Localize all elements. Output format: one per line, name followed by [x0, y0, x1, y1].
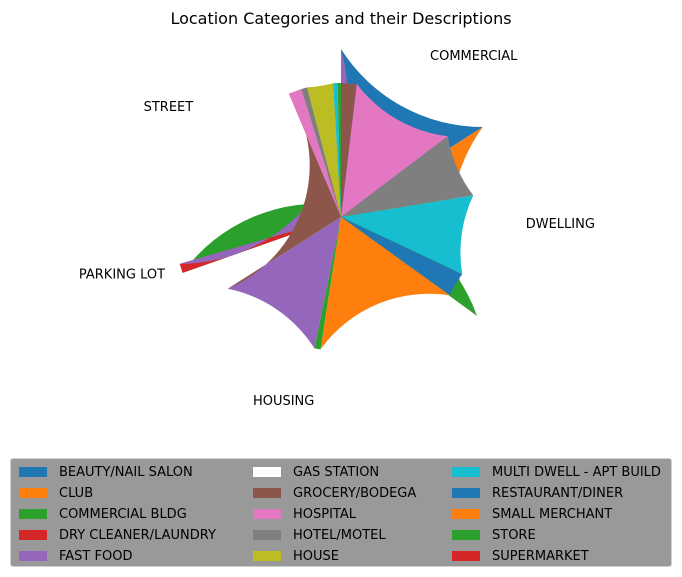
- inner-slice-0: [341, 83, 357, 217]
- legend-label: FAST FOOD: [59, 548, 133, 564]
- legend-item: MULTI DWELL - APT BUILD: [452, 463, 661, 481]
- legend-item: COMMERCIAL BLDG: [19, 505, 187, 523]
- legend-swatch: [452, 509, 480, 519]
- inner-slice-10: [301, 87, 341, 217]
- legend-label: HOUSE: [293, 548, 339, 564]
- legend-label: MULTI DWELL - APT BUILD: [492, 464, 661, 480]
- legend-label: SUPERMARKET: [492, 548, 589, 564]
- legend-swatch: [253, 530, 281, 540]
- legend-item: FAST FOOD: [19, 547, 132, 565]
- chart-title: Location Categories and their Descriptio…: [170, 9, 511, 28]
- legend-label: BEAUTY/NAIL SALON: [59, 464, 193, 480]
- inner-ring: [227, 83, 474, 350]
- legend-item: HOSPITAL: [253, 505, 356, 523]
- inner-slice-2: [341, 136, 474, 217]
- outer-label-3: PARKING LOT: [79, 268, 165, 283]
- inner-slice-6: [314, 217, 341, 350]
- outer-labels: COMMERCIAL DWELLING HOUSING PARKING LOT STRE…: [79, 49, 595, 409]
- legend-swatch: [253, 509, 281, 519]
- legend-label: COMMERCIAL BLDG: [59, 506, 187, 522]
- legend-item: GAS STATION: [253, 463, 379, 481]
- inner-slice-4: [341, 217, 463, 296]
- legend-swatch: [253, 467, 281, 477]
- inner-slice-11: [307, 83, 341, 217]
- inner-slice-8: [227, 93, 341, 289]
- legend-label: CLUB: [59, 485, 94, 501]
- legend-swatch: [19, 530, 47, 540]
- legend-item: HOTEL/MOTEL: [253, 526, 386, 544]
- legend-item: BEAUTY/NAIL SALON: [19, 463, 193, 481]
- legend-label: GROCERY/BODEGA: [293, 485, 417, 501]
- inner-slice-3: [341, 195, 474, 275]
- inner-slice-12: [333, 83, 341, 217]
- legend: BEAUTY/NAIL SALON CLUB COMMERCIAL BLDG DRY …: [10, 458, 672, 567]
- legend-swatch: [19, 551, 47, 561]
- pie-chart: Location Categories and their Descriptio…: [79, 9, 595, 409]
- inner-slice-7: [227, 217, 341, 349]
- inner-slice-13: [337, 83, 341, 217]
- legend-swatch: [253, 488, 281, 498]
- legend-label: HOTEL/MOTEL: [293, 527, 386, 543]
- legend-item: RESTAURANT/DINER: [452, 484, 623, 502]
- legend-label: RESTAURANT/DINER: [492, 485, 624, 501]
- legend-item: DRY CLEANER/LAUNDRY: [19, 526, 216, 544]
- legend-label: SMALL MERCHANT: [492, 506, 613, 522]
- legend-swatch: [452, 488, 480, 498]
- outer-label-2: HOUSING: [253, 394, 314, 409]
- outer-label-0: COMMERCIAL: [430, 49, 518, 64]
- legend-item: HOUSE: [253, 547, 339, 565]
- legend-item: STORE: [452, 526, 536, 544]
- outer-label-4: STREET: [144, 100, 194, 115]
- legend-swatch: [452, 530, 480, 540]
- legend-swatch: [19, 509, 47, 519]
- inner-slice-5: [320, 217, 450, 350]
- legend-swatch: [452, 551, 480, 561]
- legend-item: SMALL MERCHANT: [452, 505, 612, 523]
- legend-label: DRY CLEANER/LAUNDRY: [59, 527, 216, 543]
- legend-label: HOSPITAL: [293, 506, 357, 522]
- legend-item: GROCERY/BODEGA: [253, 484, 416, 502]
- outer-label-1: DWELLING: [526, 217, 595, 232]
- inner-slice-9: [288, 89, 341, 217]
- inner-slice-1: [341, 83, 448, 218]
- legend-swatch: [452, 467, 480, 477]
- legend-label: STORE: [492, 527, 536, 543]
- legend-swatch: [19, 488, 47, 498]
- legend-label: GAS STATION: [293, 464, 380, 480]
- legend-item: SUPERMARKET: [452, 547, 589, 565]
- legend-item: CLUB: [19, 484, 93, 502]
- legend-swatch: [253, 551, 281, 561]
- legend-swatch: [19, 467, 47, 477]
